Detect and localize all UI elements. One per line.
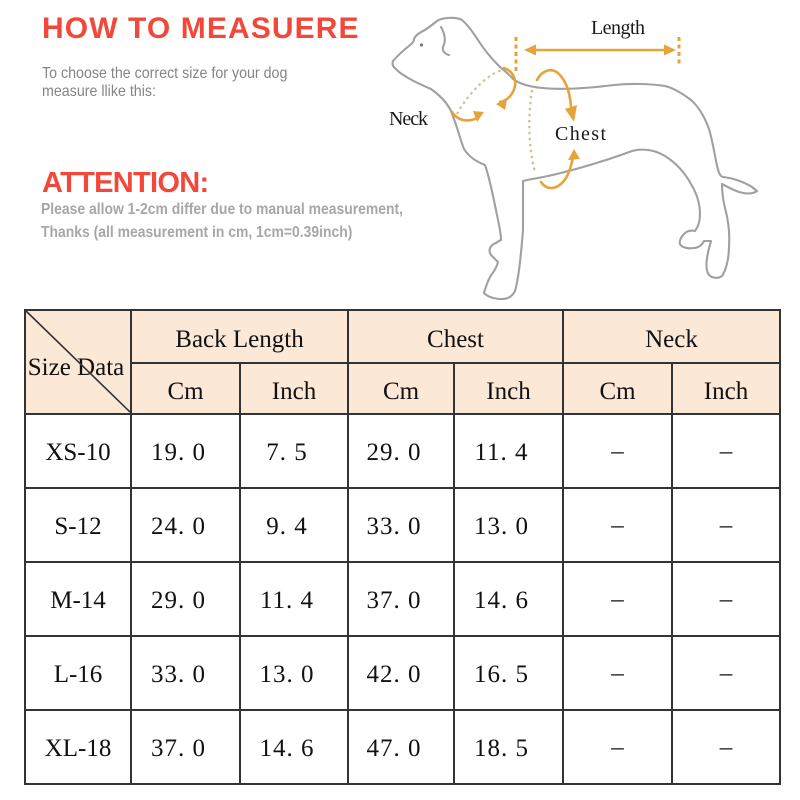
- svg-text:Neck: Neck: [389, 108, 428, 130]
- svg-text:Chest: Chest: [555, 123, 606, 145]
- svg-text:Length: Length: [591, 17, 645, 39]
